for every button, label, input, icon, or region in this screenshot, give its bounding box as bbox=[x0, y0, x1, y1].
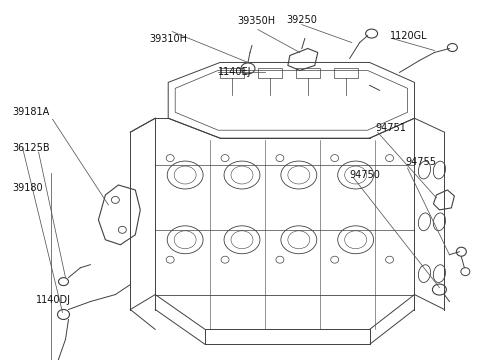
Text: 1120GL: 1120GL bbox=[390, 31, 427, 40]
Text: 1140DJ: 1140DJ bbox=[36, 295, 71, 305]
Text: 39310H: 39310H bbox=[149, 34, 187, 44]
Text: 94751: 94751 bbox=[376, 123, 407, 133]
Text: 39350H: 39350H bbox=[237, 16, 275, 26]
Text: 39250: 39250 bbox=[287, 15, 317, 25]
Text: 39180: 39180 bbox=[12, 183, 43, 193]
Text: 39181A: 39181A bbox=[12, 107, 50, 117]
Text: 1140EJ: 1140EJ bbox=[218, 68, 252, 77]
Text: 94755: 94755 bbox=[406, 157, 436, 167]
Text: 36125B: 36125B bbox=[12, 143, 50, 153]
Text: 94750: 94750 bbox=[350, 170, 381, 180]
